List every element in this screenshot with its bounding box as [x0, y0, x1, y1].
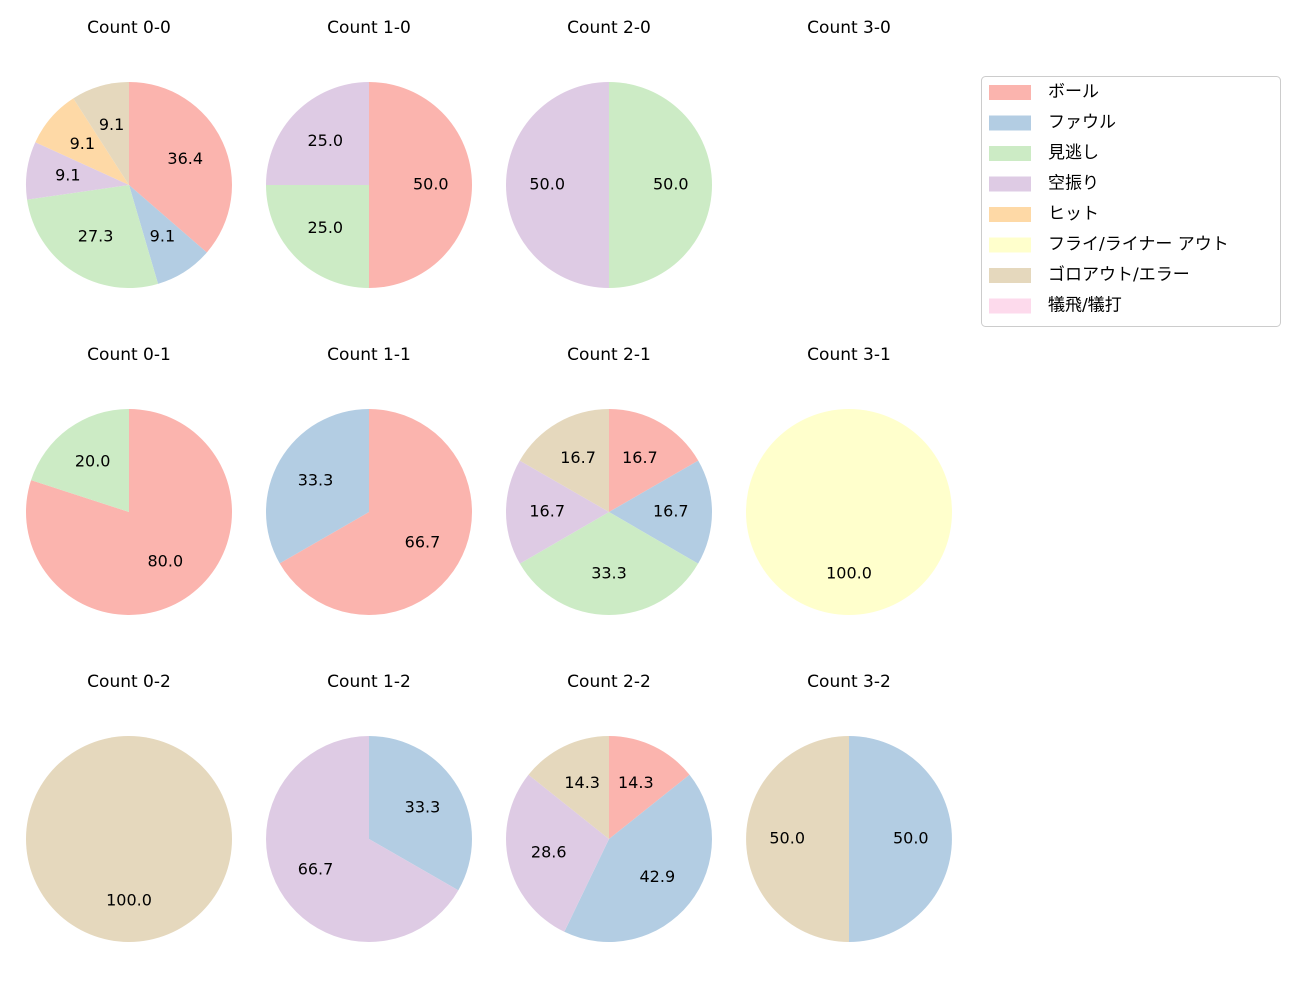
legend-label: 犠飛/犠打 [1048, 296, 1122, 316]
legend-label: ボール [1048, 82, 1099, 102]
legend-swatch [989, 207, 1031, 222]
slice-label: 9.1 [99, 115, 124, 134]
pie-title: Count 1-0 [327, 18, 411, 38]
legend-swatch [989, 298, 1031, 314]
slice-label: 50.0 [893, 829, 929, 848]
slice-label: 14.3 [564, 773, 600, 792]
slice-label: 100.0 [826, 563, 872, 582]
slice-label: 100.0 [106, 890, 152, 909]
slice-label: 36.4 [167, 149, 203, 168]
pie-slice [849, 736, 952, 942]
pie-slice [25, 142, 129, 200]
slice-label: 9.1 [150, 226, 175, 245]
legend-swatch [989, 176, 1031, 192]
legend-label: フライ/ライナー アウト [1048, 235, 1229, 255]
slice-label: 9.1 [70, 134, 95, 153]
pie-title: Count 0-0 [87, 18, 171, 38]
pie-slice [369, 82, 472, 288]
pie-slice [609, 736, 690, 839]
slice-label: 9.1 [55, 166, 80, 185]
slice-label: 66.7 [405, 532, 441, 551]
pie-slice [609, 409, 699, 512]
pie-title: Count 2-1 [567, 345, 651, 365]
pie-slice [266, 409, 369, 564]
pie-slice [26, 736, 232, 942]
slice-label: 42.9 [640, 867, 676, 886]
pie-title: Count 1-2 [327, 672, 411, 692]
pie-slice [746, 736, 849, 942]
legend-label: 空振り [1048, 174, 1099, 194]
slice-label: 27.3 [78, 226, 114, 245]
pie-title: Count 1-1 [327, 345, 411, 365]
slice-label: 16.7 [653, 502, 689, 521]
pie-title: Count 3-2 [807, 672, 891, 692]
slice-label: 66.7 [298, 859, 334, 878]
pie-title: Count 0-1 [87, 345, 171, 365]
slice-label: 16.7 [529, 502, 565, 521]
slice-label: 16.7 [622, 448, 658, 467]
legend-label: 見逃し [1048, 143, 1099, 163]
slice-label: 50.0 [653, 175, 689, 194]
pie-slice [266, 185, 369, 288]
pie-slice [73, 82, 129, 185]
legend-label: ゴロアウト/エラー [1048, 264, 1190, 285]
pie-slice [519, 409, 609, 512]
pie-slice [266, 736, 459, 943]
pie-slice [129, 82, 232, 253]
legend-swatch [989, 85, 1031, 100]
slice-label: 25.0 [307, 131, 343, 150]
slice-label: 50.0 [769, 829, 805, 848]
slice-label: 25.0 [307, 218, 343, 237]
pie-slice [528, 736, 609, 839]
pie-title: Count 3-0 [807, 18, 891, 38]
legend-swatch [989, 237, 1031, 253]
legend-swatch [989, 146, 1031, 161]
pie-slice [506, 774, 609, 932]
slice-label: 33.3 [298, 471, 334, 490]
pie-slice [506, 82, 609, 288]
slice-label: 50.0 [413, 175, 449, 194]
pie-slice [26, 409, 233, 615]
pie-slice [27, 185, 159, 288]
slice-label: 80.0 [148, 551, 184, 570]
slice-label: 50.0 [529, 175, 565, 194]
legend-swatch [989, 268, 1031, 283]
slice-label: 16.7 [560, 448, 596, 467]
legend-label: ファウル [1048, 113, 1116, 133]
pie-slice [519, 512, 699, 615]
pie-title: Count 2-2 [567, 672, 651, 692]
pie-title: Count 2-0 [567, 18, 651, 38]
pie-slice [609, 460, 712, 564]
slice-label: 28.6 [531, 842, 567, 861]
pie-slice [35, 98, 129, 185]
pie-slice [746, 409, 952, 615]
slice-label: 14.3 [618, 773, 654, 792]
pie-slice [129, 185, 207, 284]
legend-box [981, 76, 1281, 327]
pie-title: Count 0-2 [87, 672, 171, 692]
pie-slice [369, 736, 472, 891]
pie-slice [31, 409, 129, 512]
legend-swatch [989, 115, 1031, 131]
slice-label: 33.3 [405, 798, 441, 817]
pie-slice [266, 82, 369, 185]
pie-title: Count 3-1 [807, 345, 891, 365]
pie-slice [279, 409, 472, 615]
pie-slice [506, 460, 609, 564]
slice-label: 33.3 [591, 563, 627, 582]
legend-label: ヒット [1048, 204, 1099, 224]
pie-slice [609, 82, 712, 288]
slice-label: 20.0 [75, 452, 111, 471]
pie-slice [564, 774, 712, 942]
